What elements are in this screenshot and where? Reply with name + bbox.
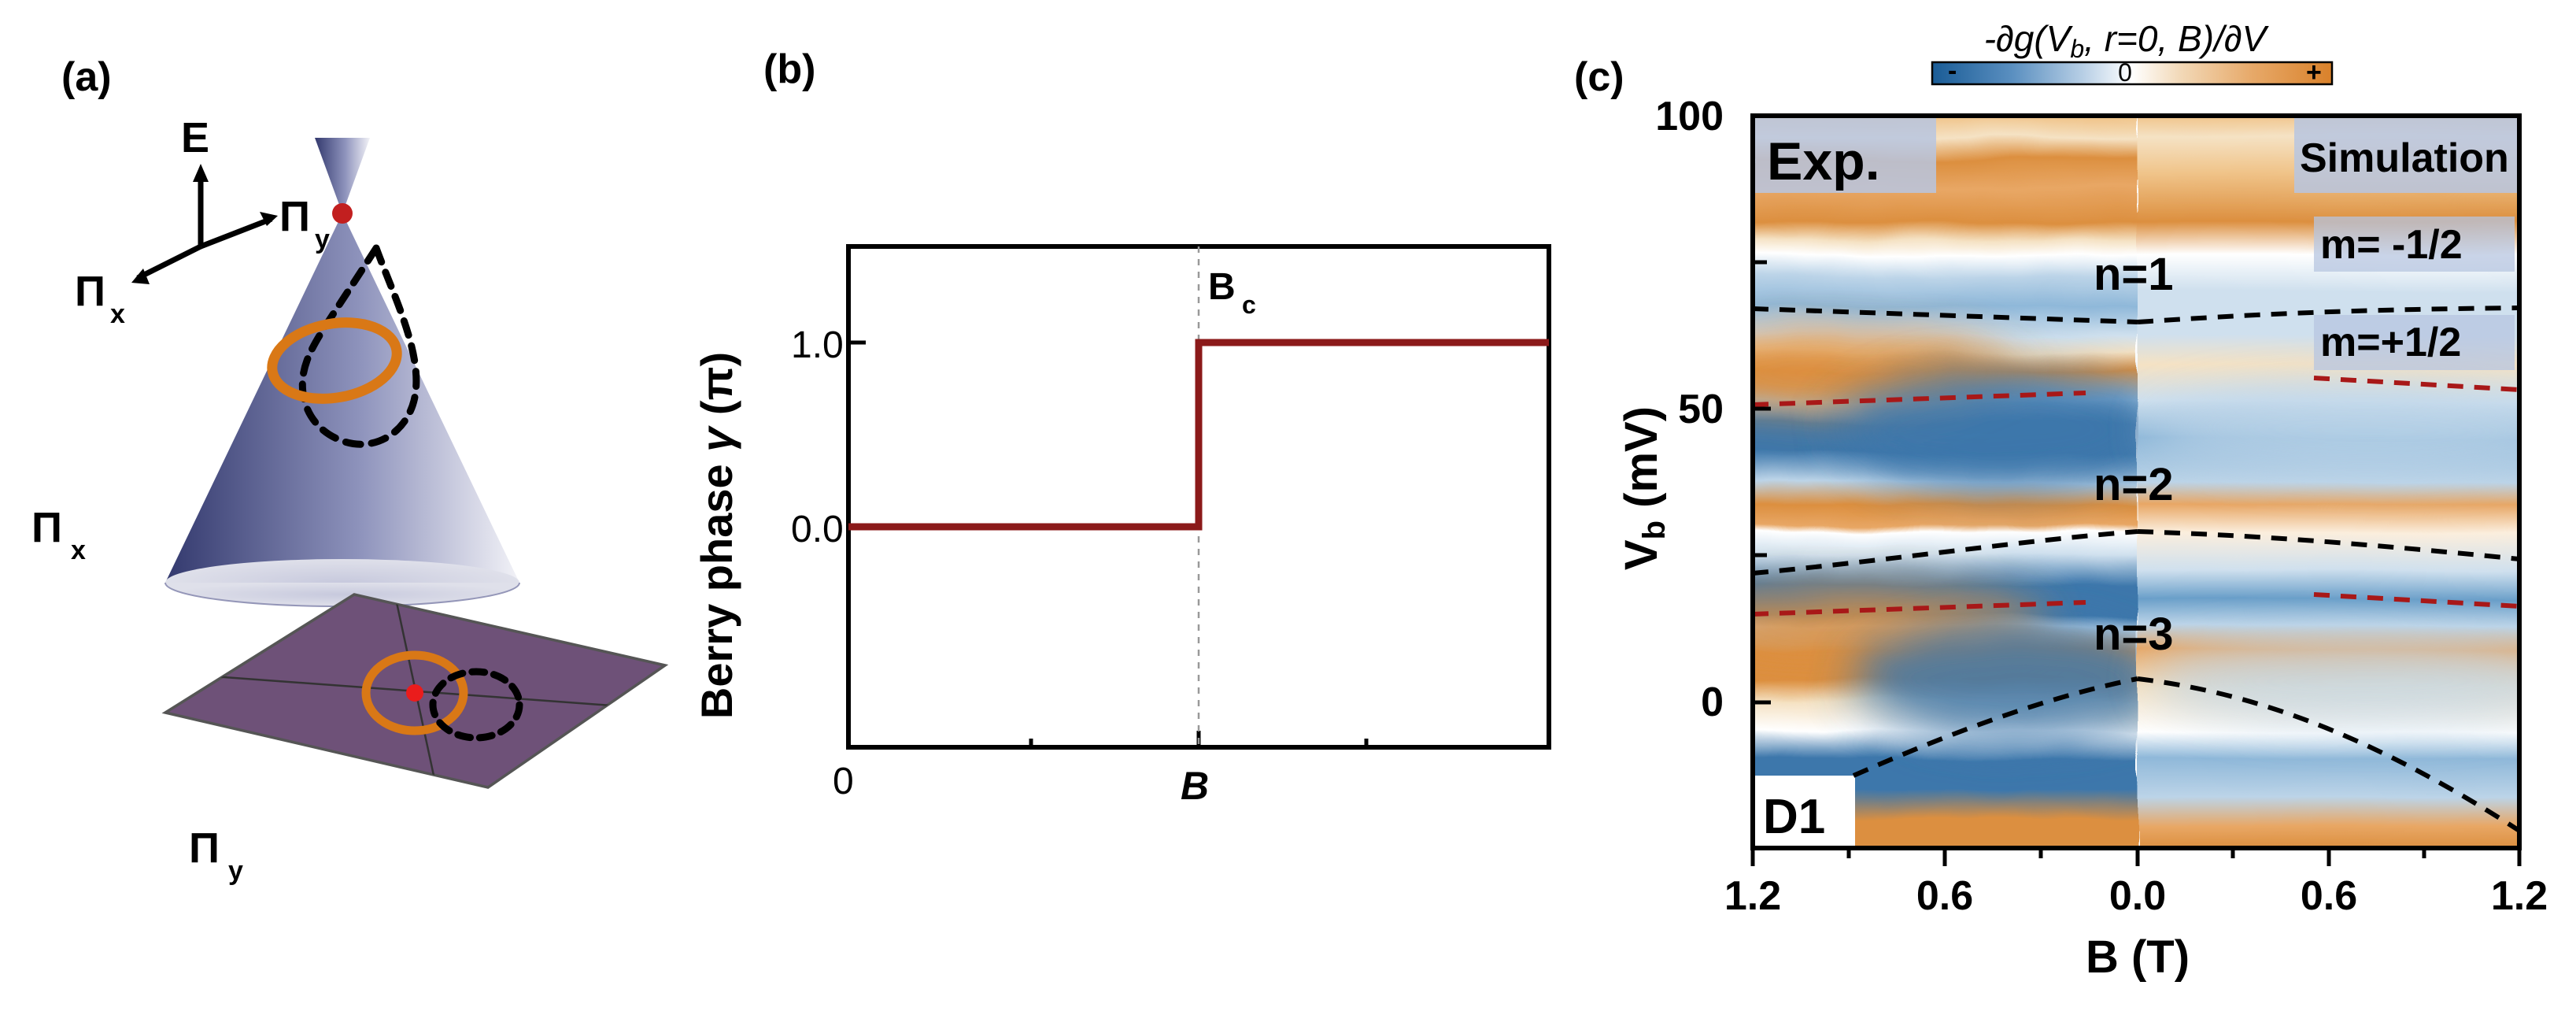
svg-text:B: B <box>1208 266 1236 308</box>
svg-text:Vb (mV): Vb (mV) <box>1616 406 1672 570</box>
svg-text:y: y <box>228 856 243 886</box>
svg-text:x: x <box>71 535 86 565</box>
svg-text:c: c <box>1242 291 1256 319</box>
svg-text:0: 0 <box>1701 680 1724 725</box>
svg-text:Π: Π <box>189 824 220 872</box>
svg-text:m= -1/2: m= -1/2 <box>2320 222 2463 268</box>
svg-text:0: 0 <box>2118 58 2132 87</box>
svg-text:Exp.: Exp. <box>1767 131 1880 191</box>
svg-text:1.2: 1.2 <box>2491 873 2548 919</box>
svg-text:n=1: n=1 <box>2094 249 2174 300</box>
svg-text:B (T): B (T) <box>2086 932 2190 983</box>
svg-text:Berry phase γ (π): Berry phase γ (π) <box>692 352 741 719</box>
svg-text:x: x <box>110 299 125 329</box>
svg-text:-∂g(Vb, r=0, B)/∂V: -∂g(Vb, r=0, B)/∂V <box>1984 18 2270 63</box>
svg-text:Simulation: Simulation <box>2300 135 2509 181</box>
svg-text:50: 50 <box>1678 387 1724 432</box>
svg-text:n=3: n=3 <box>2094 609 2174 660</box>
svg-text:0: 0 <box>833 761 854 802</box>
svg-text:0.0: 0.0 <box>791 509 844 550</box>
svg-text:Π: Π <box>279 193 310 240</box>
svg-text:Π: Π <box>31 504 62 551</box>
svg-text:y: y <box>315 224 330 254</box>
svg-text:0.6: 0.6 <box>2301 873 2357 919</box>
svg-text:-: - <box>1948 56 1957 86</box>
svg-text:Π: Π <box>75 268 105 315</box>
svg-text:B: B <box>1181 764 1209 808</box>
svg-text:D1: D1 <box>1763 790 1825 844</box>
svg-text:+: + <box>2306 57 2322 87</box>
svg-text:n=2: n=2 <box>2094 459 2174 510</box>
svg-text:100: 100 <box>1655 94 1724 139</box>
svg-text:m=+1/2: m=+1/2 <box>2320 320 2461 365</box>
svg-text:0.6: 0.6 <box>1916 873 1973 919</box>
svg-text:1.0: 1.0 <box>791 324 844 366</box>
svg-text:E: E <box>181 114 209 161</box>
svg-text:0.0: 0.0 <box>2109 873 2166 919</box>
svg-text:1.2: 1.2 <box>1724 873 1781 919</box>
